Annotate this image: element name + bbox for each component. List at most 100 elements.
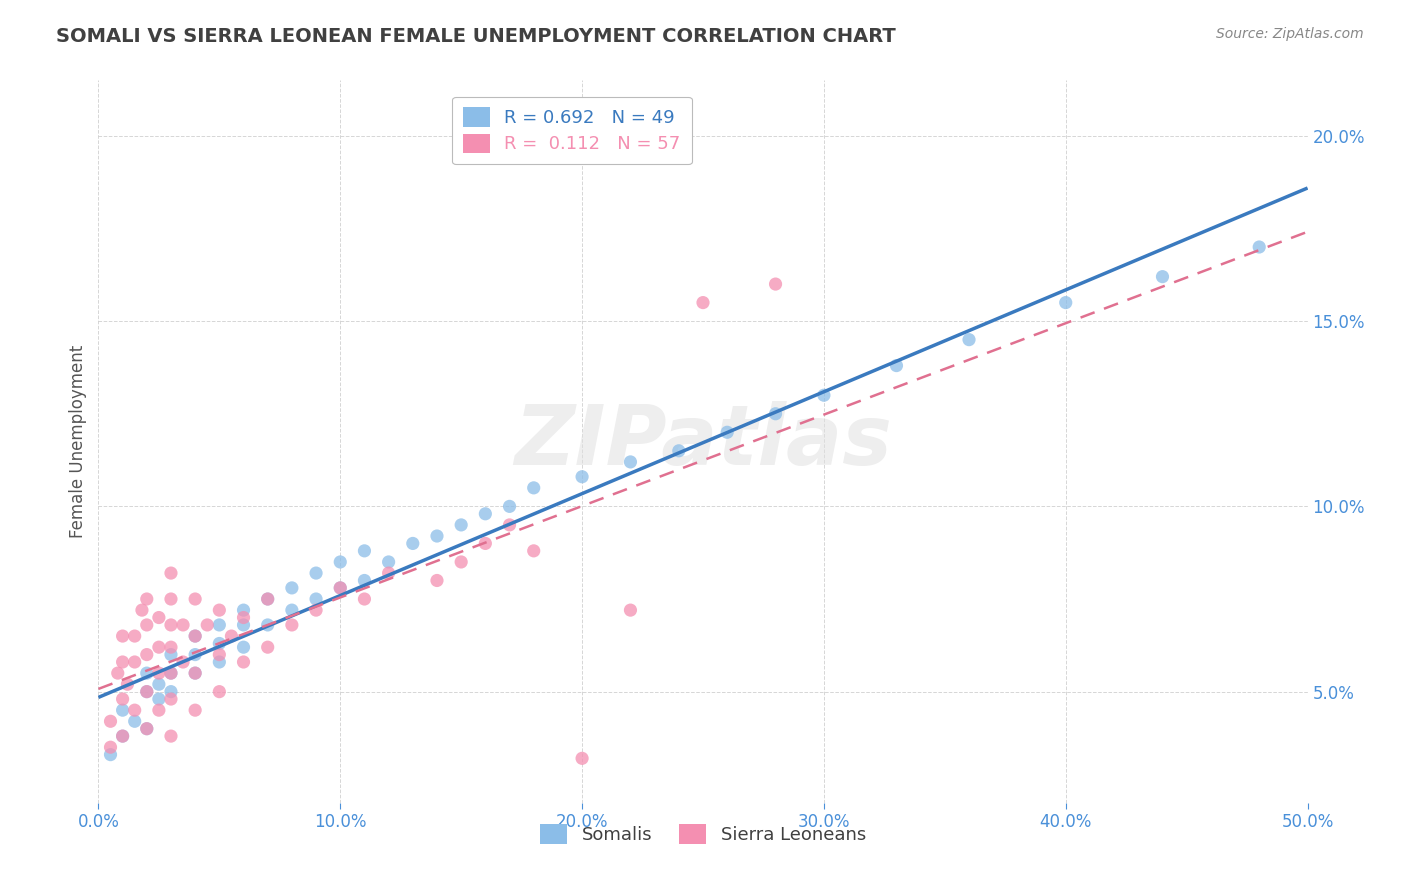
Point bbox=[148, 703, 170, 717]
Point bbox=[184, 629, 207, 643]
Point bbox=[281, 581, 304, 595]
Point bbox=[184, 648, 207, 662]
Point bbox=[208, 636, 231, 650]
Point bbox=[184, 666, 207, 681]
Point bbox=[160, 618, 183, 632]
Point bbox=[256, 592, 278, 607]
Point bbox=[1152, 269, 1174, 284]
Point bbox=[377, 555, 399, 569]
Point bbox=[353, 574, 375, 588]
Point bbox=[1054, 295, 1077, 310]
Point bbox=[184, 703, 207, 717]
Point bbox=[124, 655, 146, 669]
Point bbox=[208, 603, 231, 617]
Point bbox=[148, 677, 170, 691]
Point bbox=[111, 629, 134, 643]
Point bbox=[135, 722, 157, 736]
Point bbox=[148, 666, 170, 681]
Point bbox=[160, 566, 183, 580]
Point bbox=[135, 684, 157, 698]
Point bbox=[523, 544, 546, 558]
Point bbox=[305, 566, 328, 580]
Point bbox=[160, 684, 183, 698]
Point bbox=[208, 684, 231, 698]
Point bbox=[160, 666, 183, 681]
Point bbox=[813, 388, 835, 402]
Point bbox=[232, 603, 254, 617]
Point bbox=[135, 648, 157, 662]
Point bbox=[232, 655, 254, 669]
Point bbox=[135, 618, 157, 632]
Point bbox=[160, 648, 183, 662]
Point bbox=[160, 640, 183, 655]
Y-axis label: Female Unemployment: Female Unemployment bbox=[69, 345, 87, 538]
Point bbox=[117, 677, 139, 691]
Point bbox=[353, 592, 375, 607]
Point bbox=[281, 618, 304, 632]
Point bbox=[232, 618, 254, 632]
Point bbox=[172, 618, 194, 632]
Point bbox=[474, 507, 496, 521]
Point bbox=[111, 692, 134, 706]
Point bbox=[221, 629, 243, 643]
Point bbox=[135, 592, 157, 607]
Point bbox=[124, 703, 146, 717]
Point bbox=[426, 529, 449, 543]
Text: Source: ZipAtlas.com: Source: ZipAtlas.com bbox=[1216, 27, 1364, 41]
Point bbox=[353, 544, 375, 558]
Point bbox=[571, 751, 593, 765]
Legend: Somalis, Sierra Leoneans: Somalis, Sierra Leoneans bbox=[533, 817, 873, 852]
Point bbox=[377, 566, 399, 580]
Point bbox=[498, 517, 520, 532]
Point bbox=[329, 581, 352, 595]
Point bbox=[111, 655, 134, 669]
Point bbox=[148, 692, 170, 706]
Point bbox=[135, 666, 157, 681]
Point bbox=[135, 684, 157, 698]
Point bbox=[172, 655, 194, 669]
Point bbox=[160, 666, 183, 681]
Point bbox=[256, 618, 278, 632]
Point bbox=[305, 592, 328, 607]
Point bbox=[498, 500, 520, 514]
Point bbox=[256, 640, 278, 655]
Point bbox=[124, 714, 146, 729]
Point bbox=[160, 692, 183, 706]
Point bbox=[100, 747, 122, 762]
Point bbox=[160, 729, 183, 743]
Point bbox=[957, 333, 980, 347]
Point bbox=[184, 666, 207, 681]
Point bbox=[716, 425, 738, 440]
Point bbox=[111, 703, 134, 717]
Point bbox=[619, 455, 641, 469]
Point bbox=[329, 581, 352, 595]
Point bbox=[148, 640, 170, 655]
Text: SOMALI VS SIERRA LEONEAN FEMALE UNEMPLOYMENT CORRELATION CHART: SOMALI VS SIERRA LEONEAN FEMALE UNEMPLOY… bbox=[56, 27, 896, 45]
Point bbox=[208, 655, 231, 669]
Point bbox=[426, 574, 449, 588]
Point bbox=[692, 295, 714, 310]
Point bbox=[232, 640, 254, 655]
Point bbox=[184, 629, 207, 643]
Point bbox=[208, 618, 231, 632]
Point bbox=[305, 603, 328, 617]
Point bbox=[765, 277, 787, 291]
Point bbox=[111, 729, 134, 743]
Point bbox=[135, 722, 157, 736]
Point bbox=[402, 536, 425, 550]
Point bbox=[100, 714, 122, 729]
Point bbox=[131, 603, 153, 617]
Point bbox=[329, 555, 352, 569]
Point bbox=[450, 517, 472, 532]
Point bbox=[256, 592, 278, 607]
Point bbox=[100, 740, 122, 755]
Point bbox=[474, 536, 496, 550]
Point bbox=[619, 603, 641, 617]
Text: ZIPatlas: ZIPatlas bbox=[515, 401, 891, 482]
Point bbox=[111, 729, 134, 743]
Point bbox=[160, 592, 183, 607]
Point bbox=[523, 481, 546, 495]
Point bbox=[107, 666, 129, 681]
Point bbox=[450, 555, 472, 569]
Point bbox=[281, 603, 304, 617]
